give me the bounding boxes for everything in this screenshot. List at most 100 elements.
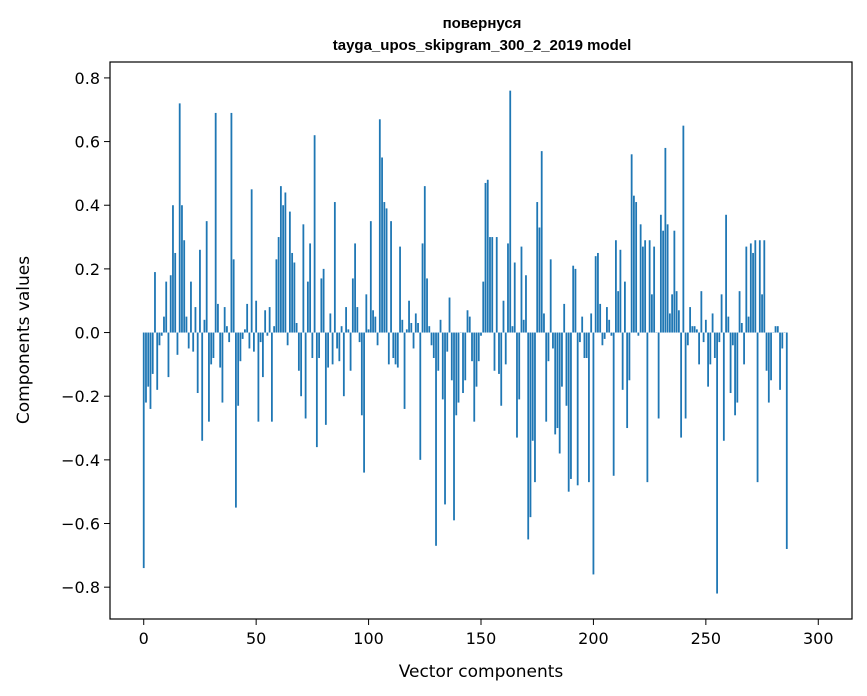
bar-196 [583, 332, 586, 359]
bar-46 [246, 303, 249, 333]
bar-161 [504, 332, 507, 365]
bar-237 [675, 291, 678, 333]
bar-56 [268, 307, 271, 333]
bar-96 [358, 332, 361, 343]
bar-114 [399, 246, 401, 333]
x-axis-ticks: 0 50 100 150 200 250 300 [139, 619, 834, 648]
bar-10 [165, 281, 168, 333]
bar-143 [464, 332, 467, 381]
bar-271 [752, 252, 754, 333]
bar-211 [617, 291, 620, 333]
x-tick-label: 250 [691, 629, 722, 648]
bar-273 [756, 332, 759, 483]
bar-116 [403, 332, 406, 409]
bar-144 [466, 310, 469, 333]
bar-215 [626, 332, 629, 429]
bar-31 [212, 332, 215, 359]
bar-168 [520, 246, 523, 333]
bar-188 [565, 332, 568, 406]
bar-232 [664, 147, 667, 333]
bar-67 [293, 262, 296, 333]
bar-234 [668, 313, 671, 333]
bar-247 [698, 332, 701, 365]
bar-119 [410, 322, 413, 333]
bar-47 [248, 332, 251, 349]
bar-221 [639, 224, 642, 333]
bar-147 [473, 332, 476, 422]
bar-24 [196, 332, 199, 394]
bar-158 [498, 332, 500, 374]
bar-17 [181, 205, 183, 333]
bar-207 [608, 319, 611, 333]
bar-172 [529, 332, 532, 518]
bar-267 [743, 332, 745, 365]
bar-222 [641, 246, 644, 333]
bar-224 [646, 332, 649, 483]
bar-85 [333, 202, 336, 333]
bar-257 [720, 294, 723, 333]
bar-229 [657, 332, 660, 419]
bar-122 [417, 322, 419, 333]
bar-139 [455, 332, 458, 416]
bar-235 [671, 294, 674, 333]
bar-164 [511, 326, 514, 333]
bar-11 [167, 332, 170, 378]
bar-260 [727, 316, 730, 333]
bar-53 [261, 332, 264, 378]
bar-2 [147, 332, 150, 387]
bar-81 [324, 332, 327, 425]
bar-241 [684, 332, 687, 419]
bar-190 [570, 332, 572, 479]
bar-183 [554, 332, 557, 435]
y-tick-label: −0.8 [61, 578, 100, 597]
bar-272 [754, 240, 757, 333]
bar-107 [383, 202, 386, 333]
bar-173 [531, 332, 534, 441]
bar-126 [426, 278, 428, 333]
bar-121 [414, 313, 417, 333]
y-tick-label: −0.6 [61, 515, 100, 534]
bar-130 [435, 332, 437, 546]
x-tick-label: 150 [466, 629, 497, 648]
bar-72 [304, 332, 307, 419]
y-tick-label: 0.2 [75, 260, 100, 279]
bar-254 [713, 332, 716, 359]
bar-223 [644, 240, 647, 333]
bar-55 [266, 332, 269, 336]
bar-284 [781, 332, 784, 349]
bar-194 [579, 332, 581, 343]
bar-200 [592, 332, 595, 575]
bar-218 [632, 195, 635, 333]
bar-197 [585, 332, 588, 359]
bar-205 [603, 332, 606, 339]
bar-142 [462, 332, 464, 394]
bar-165 [513, 262, 516, 333]
bar-159 [500, 332, 503, 406]
bar-7 [158, 332, 161, 346]
bar-18 [183, 240, 186, 333]
bar-15 [176, 332, 179, 355]
bar-83 [329, 313, 332, 333]
bar-286 [785, 332, 788, 549]
bar-80 [322, 268, 325, 333]
bar-100 [367, 329, 370, 333]
bar-58 [273, 326, 276, 333]
bar-216 [628, 332, 631, 381]
bar-16 [178, 103, 181, 333]
bar-226 [650, 294, 653, 333]
bar-52 [259, 332, 262, 343]
bar-50 [255, 300, 258, 333]
bar-193 [576, 332, 579, 486]
bar-233 [666, 224, 669, 333]
bar-90 [345, 307, 347, 333]
bar-135 [446, 332, 449, 352]
bar-132 [439, 319, 442, 333]
x-tick-label: 0 [139, 629, 149, 648]
bar-94 [354, 243, 356, 333]
bar-26 [201, 332, 204, 441]
bar-30 [210, 332, 213, 365]
bar-113 [396, 332, 399, 368]
bar-236 [673, 230, 676, 333]
bar-33 [217, 303, 219, 333]
bar-192 [574, 268, 577, 333]
